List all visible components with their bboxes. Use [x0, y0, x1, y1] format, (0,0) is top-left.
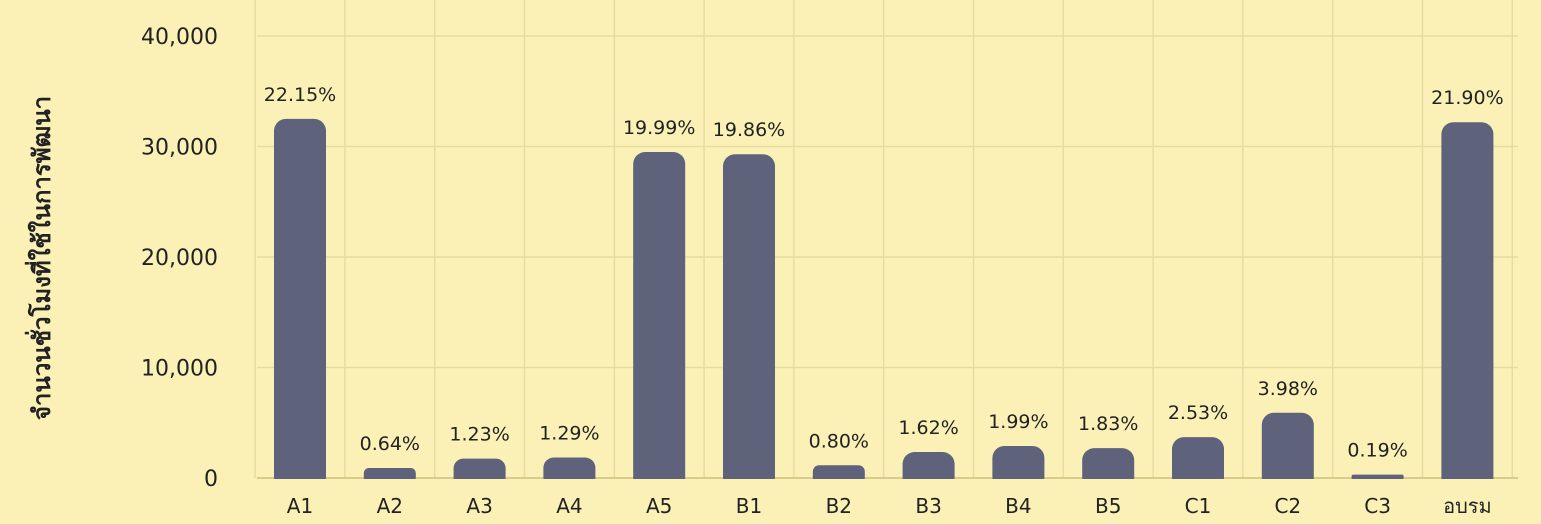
bar-A5	[633, 152, 686, 490]
x-tick-label: C1	[1185, 494, 1212, 518]
x-tick-label: B4	[1005, 494, 1031, 518]
data-label: 19.99%	[623, 117, 695, 139]
y-tick-label: 30,000	[141, 136, 218, 161]
data-label: 1.23%	[449, 424, 509, 446]
y-tick-label: 20,000	[141, 246, 218, 271]
x-tick-label: B1	[736, 494, 762, 518]
y-tick-label: 10,000	[141, 357, 218, 382]
y-axis-ticks: 0 10,000 20,000 30,000 40,000	[141, 25, 218, 492]
x-tick-label: A5	[646, 494, 672, 518]
data-label: 22.15%	[264, 84, 336, 106]
data-label: 21.90%	[1431, 87, 1503, 109]
x-tick-label: C2	[1274, 494, 1301, 518]
x-tick-label: C3	[1364, 494, 1391, 518]
data-label: 0.64%	[360, 433, 420, 455]
bar-อบรม	[1441, 122, 1494, 490]
data-label: 1.62%	[898, 417, 958, 439]
x-tick-label: B2	[826, 494, 852, 518]
x-tick-label: A3	[466, 494, 492, 518]
x-tick-label: A2	[377, 494, 403, 518]
data-label: 2.53%	[1168, 402, 1228, 424]
bar-B1	[723, 154, 775, 491]
bar-C1	[1172, 437, 1224, 490]
y-tick-label: 40,000	[141, 25, 218, 50]
bar-A1	[274, 118, 326, 490]
data-label: 1.83%	[1078, 413, 1138, 435]
x-tick-label: A1	[287, 494, 313, 518]
x-tick-label: B5	[1095, 494, 1121, 518]
baseline-mask	[257, 479, 1518, 493]
data-label: 0.80%	[809, 430, 869, 452]
bars	[257, 118, 1518, 493]
y-axis-title: จำนวนชั่วโมงที่ใช้ในการพัฒนา	[24, 96, 56, 420]
bar-C2	[1261, 412, 1314, 490]
data-label: 1.99%	[988, 411, 1048, 433]
x-tick-label: อบรม	[1443, 494, 1492, 518]
data-label: 1.29%	[539, 423, 599, 445]
x-tick-label: A4	[556, 494, 582, 518]
bar-B4	[992, 445, 1045, 490]
data-labels: 22.15% 0.64% 1.23% 1.29% 19.99% 19.86% 0.80% 1.…	[264, 84, 1504, 462]
data-label: 3.98%	[1258, 378, 1318, 400]
bar-C3	[1351, 474, 1404, 480]
x-tick-label: B3	[915, 494, 941, 518]
x-axis-ticks: A1 A2 A3 A4 A5 B1 B2 B3 B4 B5 C1 C2 C3 อบรม	[287, 494, 1492, 518]
data-label: 19.86%	[713, 119, 785, 141]
y-tick-label: 0	[204, 467, 218, 492]
data-label: 0.19%	[1347, 440, 1407, 462]
